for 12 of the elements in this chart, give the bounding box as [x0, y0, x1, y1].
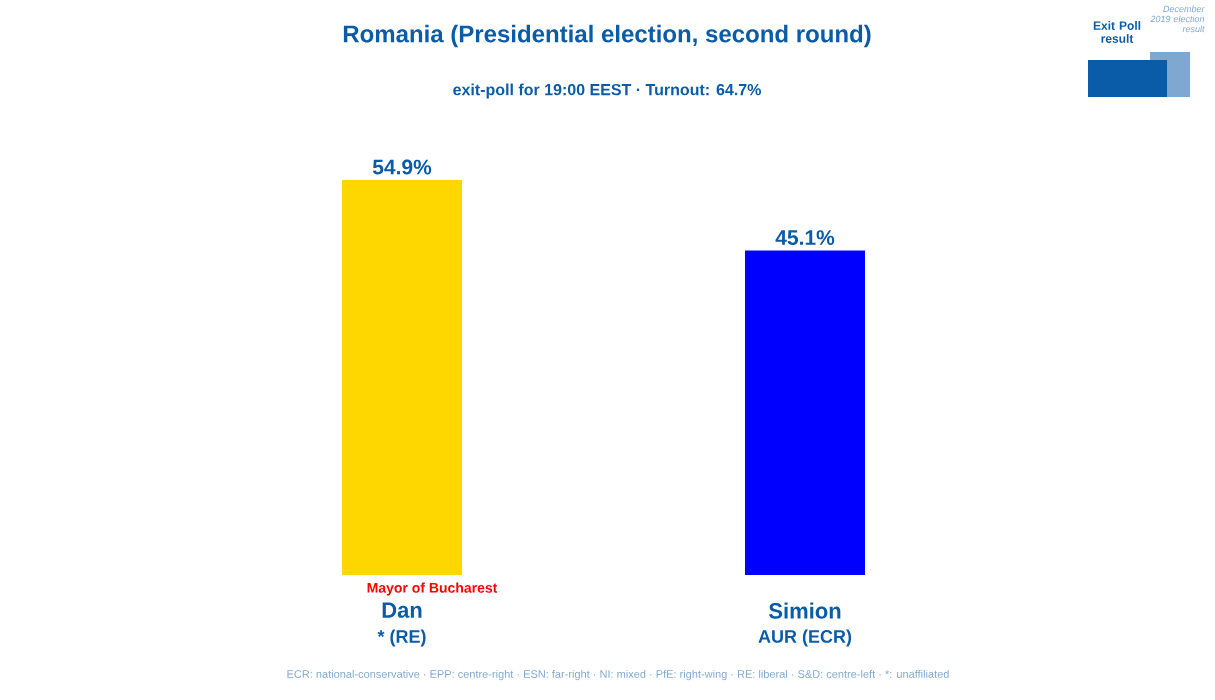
- x-tick-label: Dan: [382, 602, 422, 618]
- text: ECR: national-conservative · EPP: centre-right · ESN: far-right · NI: mixed · PfE: right-wing · RE: liberal · S&D: centre-left · *: unaffiliated: [287, 669, 949, 681]
- text: December 2019 election result: [1150, 5, 1205, 33]
- data-label: 54.9%: [372, 159, 432, 175]
- text: * (RE): [377, 629, 426, 647]
- chart-subtitle: exit-poll for 19:00 EEST · Turnout: 64.7%: [453, 83, 761, 99]
- chart-title: Romania (Presidential election, second round): [343, 24, 871, 48]
- text: Exit Poll result: [1093, 21, 1141, 43]
- data-label: 45.1%: [775, 230, 835, 245]
- text: Mayor of Bucharest: [367, 582, 498, 596]
- x-tick-label: Simion: [768, 602, 841, 619]
- text: AUR (ECR): [758, 629, 852, 647]
